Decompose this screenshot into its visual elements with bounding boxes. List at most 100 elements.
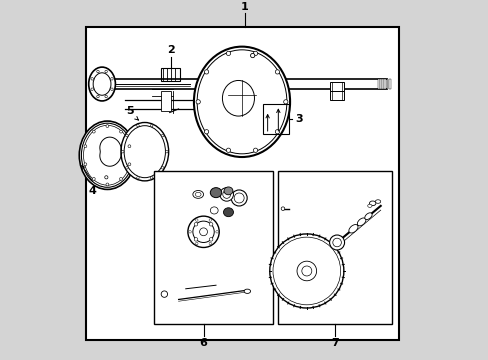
Ellipse shape (195, 192, 201, 197)
Ellipse shape (97, 95, 99, 98)
Bar (388, 79, 390, 89)
Ellipse shape (195, 242, 198, 245)
Ellipse shape (150, 124, 153, 127)
Ellipse shape (128, 163, 131, 166)
Ellipse shape (105, 95, 107, 98)
Ellipse shape (301, 266, 311, 276)
Text: 7: 7 (331, 338, 339, 348)
Bar (278, 171, 391, 324)
Ellipse shape (83, 125, 131, 185)
Bar (384, 79, 386, 89)
Ellipse shape (269, 234, 343, 308)
Ellipse shape (369, 201, 375, 206)
Ellipse shape (275, 130, 279, 134)
Text: 4: 4 (88, 185, 96, 195)
Ellipse shape (150, 176, 153, 179)
Ellipse shape (222, 81, 254, 116)
Ellipse shape (209, 242, 211, 245)
Ellipse shape (199, 228, 207, 236)
Text: 1: 1 (240, 2, 248, 12)
Ellipse shape (253, 148, 257, 152)
Ellipse shape (121, 150, 123, 153)
Ellipse shape (128, 145, 131, 148)
Ellipse shape (224, 187, 232, 195)
Ellipse shape (124, 126, 165, 178)
Ellipse shape (125, 167, 128, 169)
Ellipse shape (209, 219, 211, 221)
Ellipse shape (106, 125, 109, 127)
Ellipse shape (357, 218, 365, 226)
Ellipse shape (364, 213, 371, 220)
Ellipse shape (210, 188, 221, 198)
Ellipse shape (223, 208, 233, 217)
Bar (377, 79, 379, 89)
Bar (382, 79, 383, 89)
Ellipse shape (79, 121, 135, 189)
Ellipse shape (348, 225, 357, 233)
Bar (329, 82, 344, 91)
Ellipse shape (91, 78, 93, 80)
Ellipse shape (88, 67, 115, 101)
Ellipse shape (194, 222, 197, 226)
Ellipse shape (137, 124, 139, 127)
Ellipse shape (125, 134, 128, 137)
Ellipse shape (137, 176, 139, 179)
Bar (386, 79, 387, 89)
Ellipse shape (104, 176, 108, 179)
Ellipse shape (283, 100, 287, 104)
Ellipse shape (110, 78, 113, 80)
Ellipse shape (281, 207, 284, 211)
Bar (329, 91, 344, 100)
Ellipse shape (223, 190, 230, 198)
Ellipse shape (209, 222, 212, 226)
Ellipse shape (110, 88, 113, 90)
Ellipse shape (226, 51, 230, 55)
Ellipse shape (204, 130, 208, 134)
Ellipse shape (197, 50, 286, 154)
Ellipse shape (81, 123, 133, 187)
Ellipse shape (105, 70, 107, 73)
Ellipse shape (234, 193, 244, 203)
Bar (379, 79, 381, 89)
Ellipse shape (194, 238, 197, 241)
Ellipse shape (367, 204, 371, 207)
Ellipse shape (91, 88, 93, 90)
Ellipse shape (332, 238, 341, 247)
Ellipse shape (84, 163, 87, 166)
Ellipse shape (296, 261, 316, 281)
Ellipse shape (106, 183, 109, 186)
Ellipse shape (375, 200, 380, 203)
Ellipse shape (329, 235, 344, 250)
Ellipse shape (161, 167, 163, 169)
Ellipse shape (272, 237, 340, 305)
Ellipse shape (192, 221, 214, 243)
Ellipse shape (84, 145, 87, 148)
Bar (161, 68, 180, 81)
Ellipse shape (120, 177, 122, 180)
Ellipse shape (226, 148, 230, 152)
Ellipse shape (165, 150, 168, 153)
Ellipse shape (231, 190, 246, 206)
Bar (263, 104, 288, 134)
Ellipse shape (244, 289, 250, 293)
Ellipse shape (93, 73, 111, 95)
Bar (86, 27, 399, 341)
Ellipse shape (250, 53, 254, 58)
Text: 5: 5 (125, 106, 133, 116)
Ellipse shape (120, 130, 122, 133)
Ellipse shape (194, 47, 289, 157)
Ellipse shape (215, 230, 218, 233)
Bar (153, 171, 272, 324)
Ellipse shape (196, 100, 200, 104)
Text: 6: 6 (199, 338, 207, 348)
Ellipse shape (204, 70, 208, 74)
Ellipse shape (209, 238, 212, 241)
Ellipse shape (161, 291, 167, 297)
Ellipse shape (92, 130, 95, 133)
Ellipse shape (192, 190, 203, 198)
Text: 3: 3 (294, 114, 302, 124)
Ellipse shape (187, 216, 219, 247)
Bar (161, 91, 170, 111)
Ellipse shape (210, 207, 218, 214)
Ellipse shape (92, 177, 95, 180)
